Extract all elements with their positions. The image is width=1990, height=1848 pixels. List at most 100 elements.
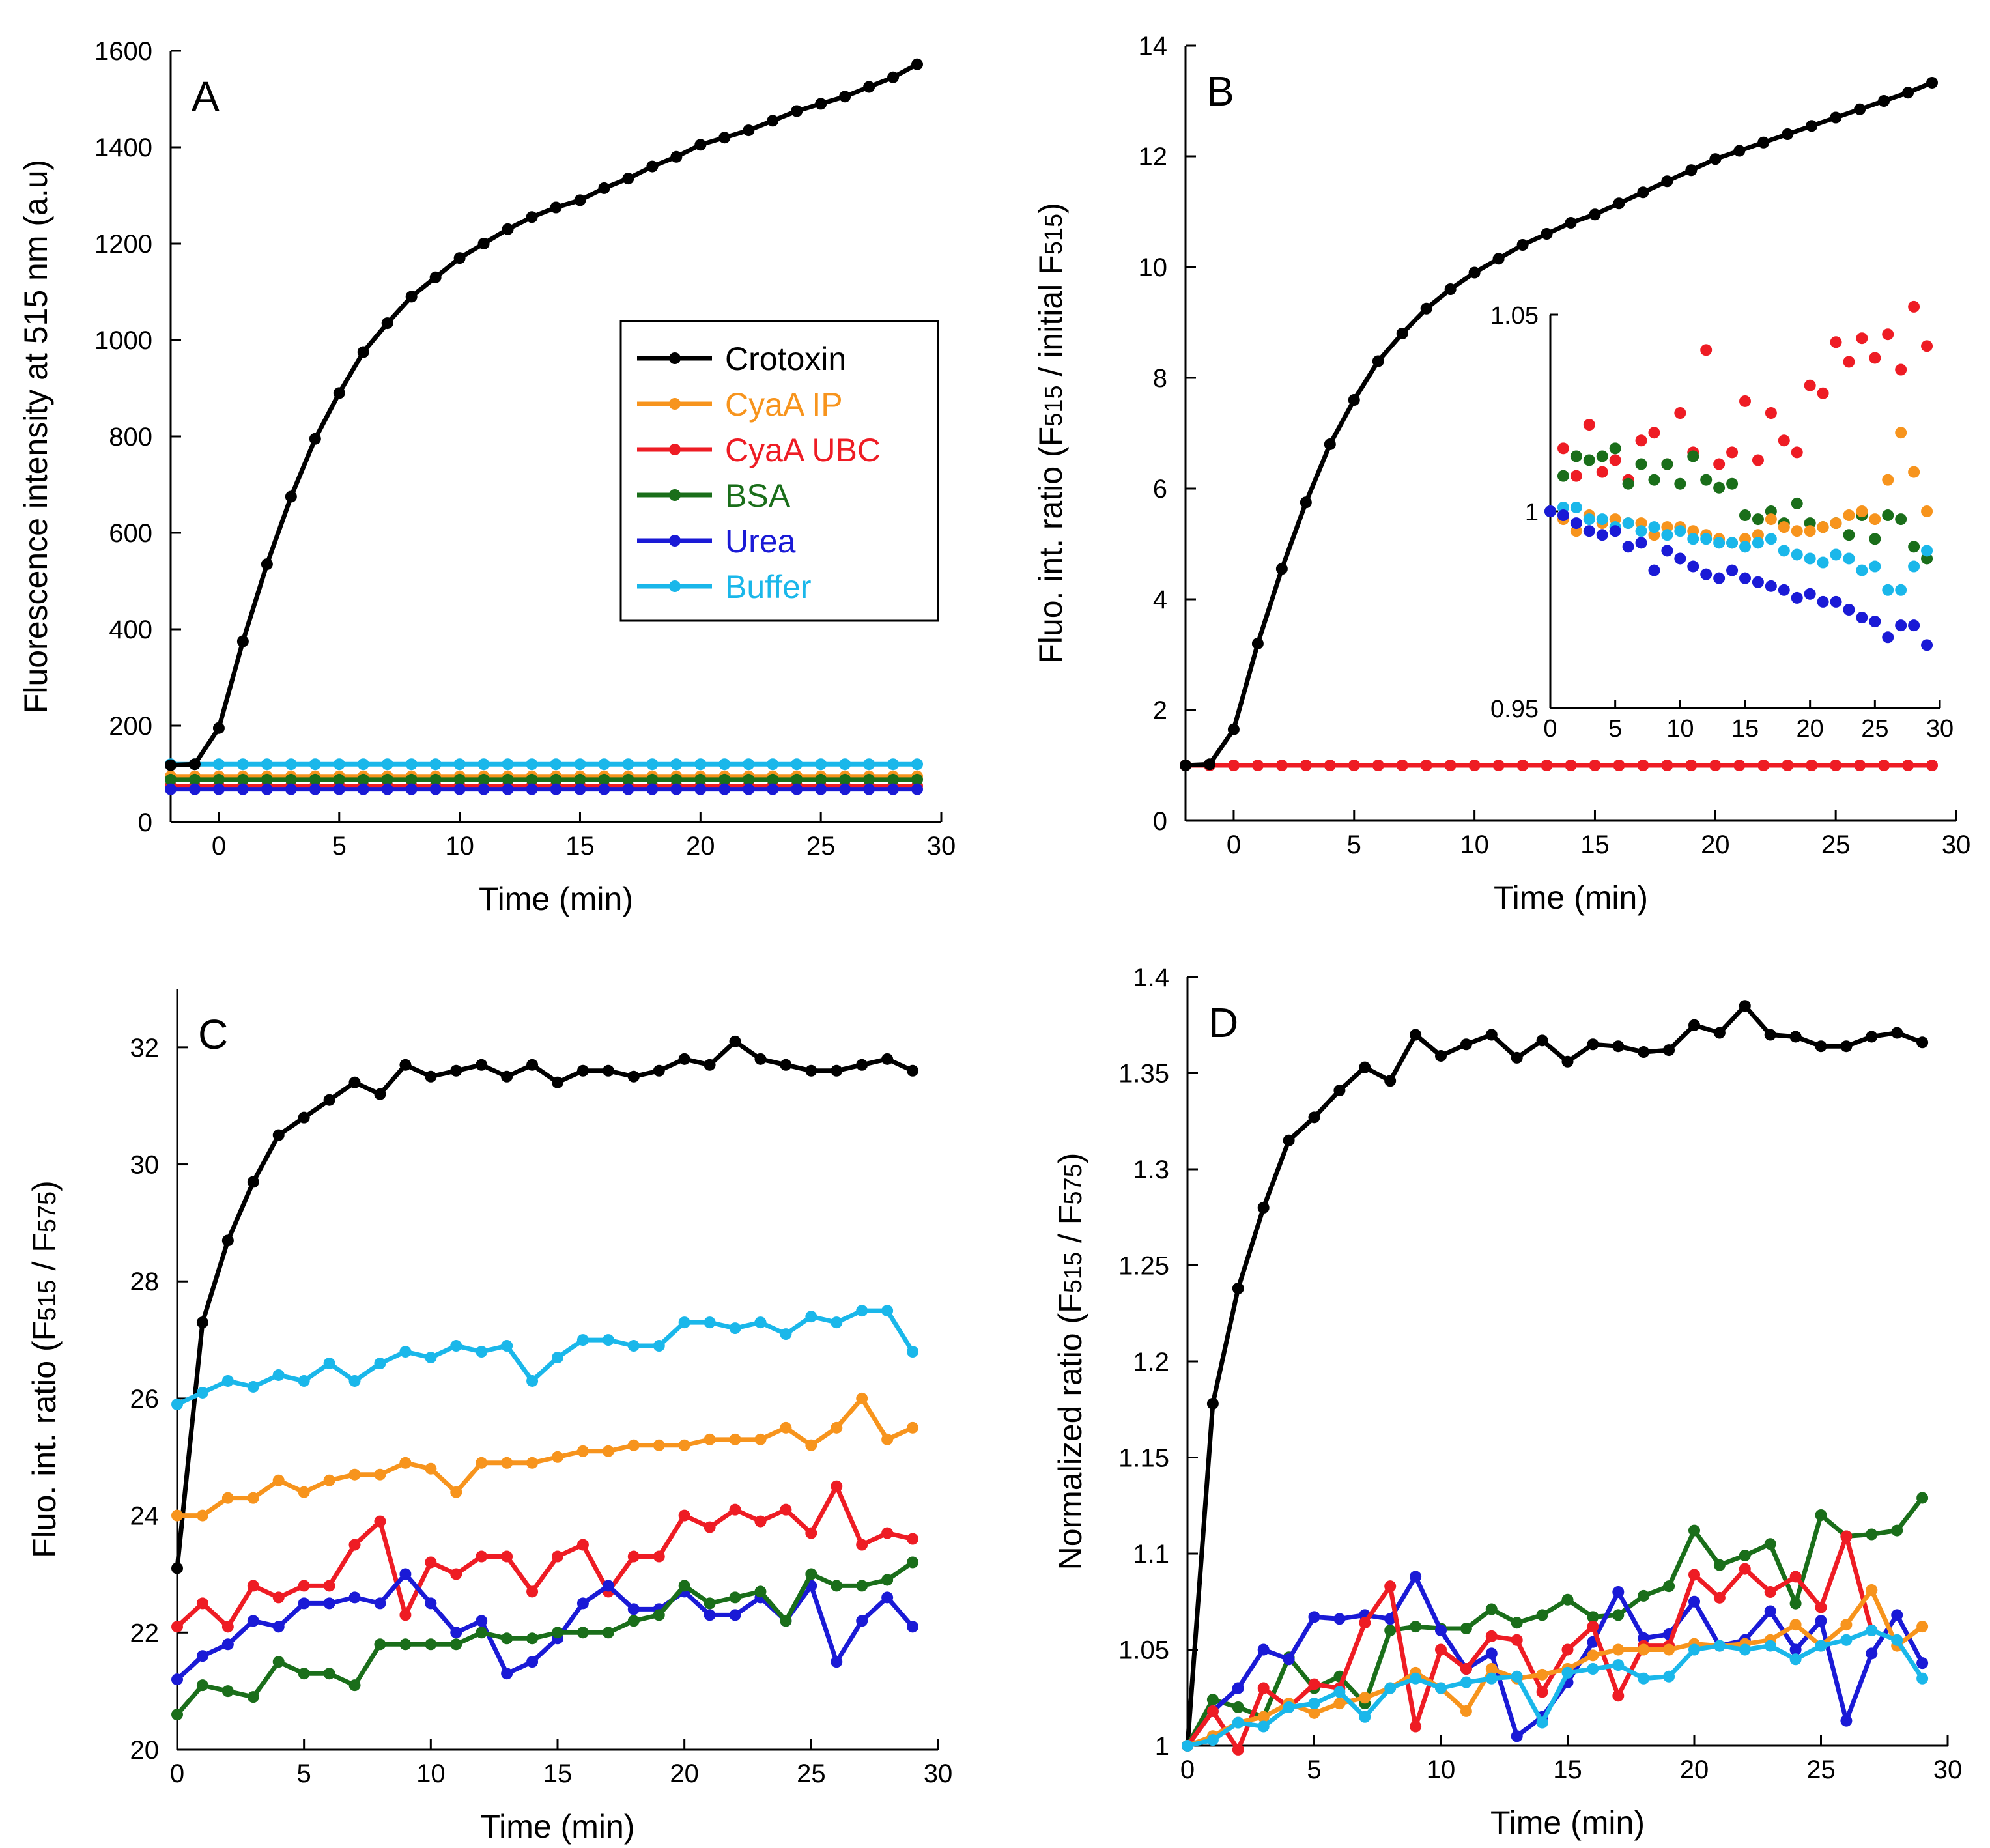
B-inset-series-buffer-point [1843,552,1855,565]
D-series-buffer-point [1435,1682,1447,1694]
C-series-cyaa-ubc-point [374,1515,386,1528]
D-series-crotoxin-point [1638,1046,1650,1059]
D-series-urea-point [1916,1657,1929,1670]
A-series-bsa-point [261,773,273,786]
legend-label-cyaa-ip: CyaA IP [725,386,843,423]
C-series-buffer-point [754,1316,767,1329]
D-series-crotoxin-point [1384,1075,1397,1087]
D-series-buffer-point [1638,1672,1650,1685]
D-series-cyaa-ubc-point [1460,1663,1472,1675]
C-series-buffer-point [653,1340,665,1352]
D-series-buffer-point [1663,1670,1675,1683]
D-series-cyaa-ubc-point [1435,1643,1447,1656]
C-series-crotoxin-point [729,1035,741,1047]
D-series-bsa-point [1206,1694,1219,1706]
D-series-buffer-point [1283,1701,1295,1713]
C-series-crotoxin-point [399,1059,412,1071]
B-inset-series-cyaa-ubc-point [1804,379,1816,391]
A-series-crotoxin-point [670,150,683,163]
B-inset-series-cyaa-ubc-point [1869,352,1881,364]
D-series-cyaa-ip-point [1333,1698,1346,1710]
B-inset-y-tick-label: 0.95 [1490,696,1539,723]
C-series-buffer-point [425,1352,437,1364]
B-series-crotoxin-point [1541,228,1553,240]
B-inset-series-buffer-point [1765,533,1777,545]
A-series-bsa-point [911,773,924,786]
C-x-tick-label: 15 [543,1759,573,1788]
A-series-urea-point [767,783,779,795]
B-series-crotoxin-point [1203,758,1215,771]
B-inset-series-cyaa-ubc-point [1648,427,1660,439]
C-series-cyaa-ip-point [323,1474,335,1486]
C-series-buffer-point [171,1398,183,1410]
C-series-cyaa-ip-point [805,1439,817,1451]
C-series-bsa-point [602,1627,614,1639]
A-series-urea-point [357,783,369,795]
A-y-tick-label: 1200 [94,230,152,259]
C-series-bsa-point [856,1580,868,1592]
B-inset-series-cyaa-ip-point [1778,521,1790,533]
D-series-buffer-point [1866,1625,1878,1636]
C-y-tick-label: 30 [130,1151,160,1180]
C-series-buffer-point [196,1386,208,1399]
A-x-tick-label: 5 [332,832,347,860]
D-series-cyaa-ip-point [1485,1663,1498,1675]
B-inset-series-urea-point [1583,525,1595,537]
B-series-crotoxin-point [1902,87,1914,99]
B-inset-series-bsa-point [1557,470,1569,482]
A-series-urea-point [670,783,683,795]
D-series-crotoxin-point [1815,1040,1827,1053]
B-inset-series-urea-point [1739,572,1751,584]
D-series-crotoxin-point [1561,1055,1574,1068]
B-series-crotoxin-point [1227,723,1240,735]
B-series-cyaa-ubc-point [1733,760,1746,771]
C-series-urea-point [171,1673,183,1686]
A-series-buffer-point [502,758,514,771]
legend-marker-crotoxin [669,352,681,364]
B-y-tick-label: 4 [1153,586,1167,614]
B-x-tick-label: 25 [1821,831,1851,859]
B-inset-x-tick-label: 15 [1731,715,1759,743]
D-series-buffer-point [1916,1672,1929,1685]
B-inset-x-tick-label: 5 [1608,715,1622,743]
C-series-bsa-point [729,1591,741,1604]
B-series-cyaa-ubc-point [1468,760,1481,771]
C-series-bsa-point [704,1597,716,1610]
B-series-crotoxin-point [1878,95,1890,107]
B-series-cyaa-ubc-point [1565,760,1577,771]
B-inset-series-bsa-point [1687,450,1699,462]
C-series-bsa-point [653,1609,665,1621]
C-y-tick-label: 24 [130,1502,160,1531]
A-series-urea-point [815,783,827,795]
C-series-crotoxin-point [653,1064,665,1077]
C-series-crotoxin-point [602,1064,614,1077]
A-series-urea-point [333,783,345,795]
A-series-crotoxin-point [815,98,827,110]
C-series-bsa-point [501,1632,513,1645]
B-inset-series-buffer-point [1817,556,1829,569]
B-inset-series-buffer-point [1752,537,1764,549]
C-y-tick-label: 26 [130,1385,160,1414]
D-series-crotoxin-point [1916,1036,1929,1049]
C-series-buffer-point [348,1374,361,1387]
D-series-cyaa-ip-point [1257,1711,1270,1723]
B-inset-series-urea-point [1843,604,1855,616]
C-series-buffer-point [704,1316,716,1329]
D-series-crotoxin-point [1460,1038,1472,1051]
B-series-cyaa-ubc-point [1251,760,1264,771]
A-series-crotoxin-point [405,291,418,303]
D-series-bsa-point [1916,1492,1929,1504]
C-series-urea-point [627,1603,640,1615]
D-series-buffer-point [1511,1670,1523,1683]
legend-marker-bsa [669,489,681,501]
B-inset-series-cyaa-ip-point [1791,525,1803,537]
B-inset-series-cyaa-ip-point [1817,521,1829,533]
legend-label-urea: Urea [725,523,796,560]
C-series-urea-point [323,1597,335,1610]
B-inset-series-cyaa-ubc-point [1570,470,1582,482]
C-series-cyaa-ip-point [552,1451,563,1463]
D-series-urea-point [1308,1611,1320,1623]
C-series-cyaa-ubc-point [907,1533,919,1545]
A-series-buffer-point [309,758,321,771]
D-series-buffer-point [1840,1634,1853,1646]
